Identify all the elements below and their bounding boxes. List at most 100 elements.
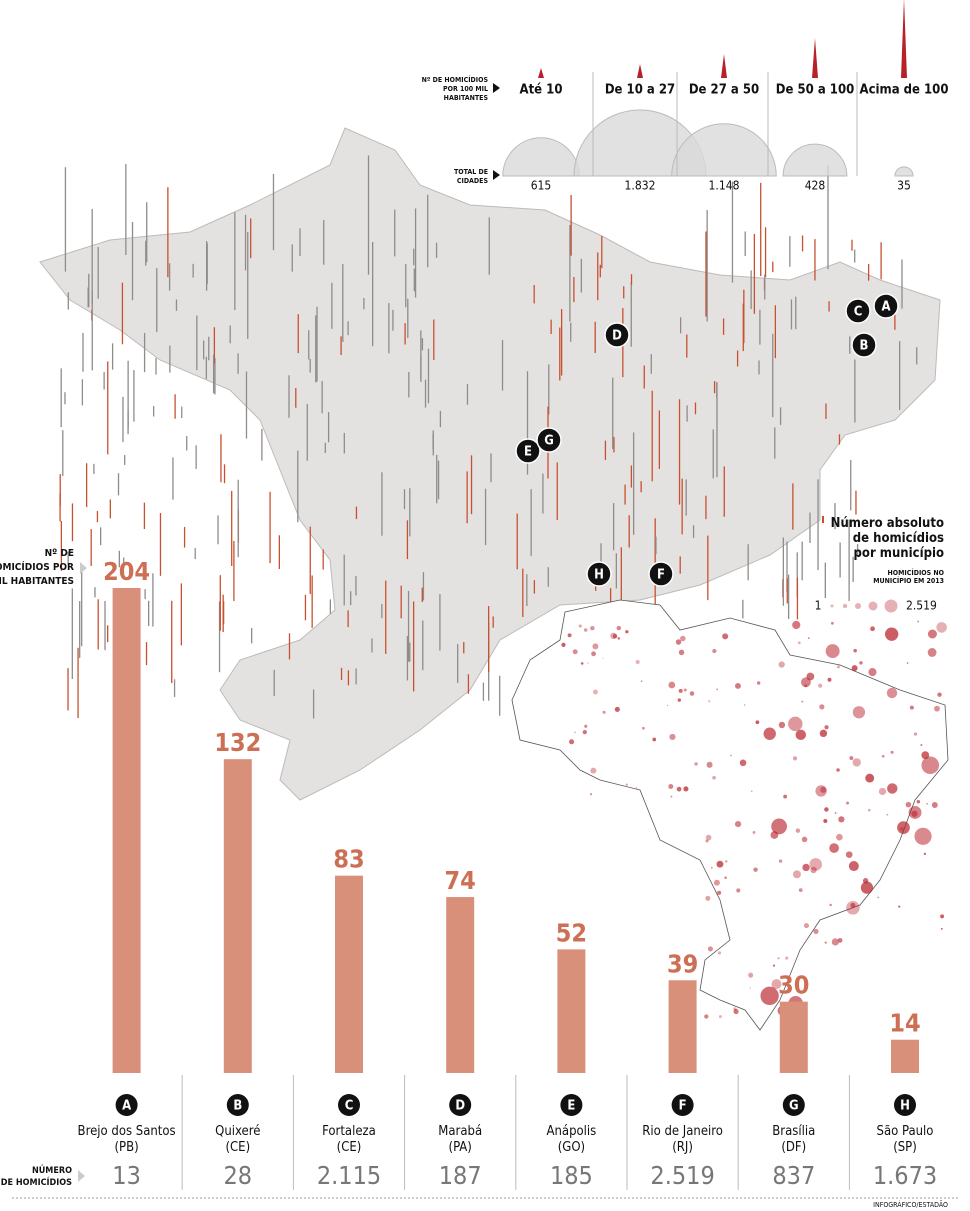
city-dot [716, 688, 719, 691]
city-dot [713, 879, 720, 886]
city-dot [777, 957, 780, 960]
marker [449, 1094, 472, 1116]
city-dot [724, 876, 727, 879]
city-dot [792, 756, 798, 761]
city-dot [887, 783, 898, 794]
bubble [502, 137, 580, 177]
homicides-value: 187 [439, 1161, 482, 1190]
city-dot [923, 852, 927, 856]
map-marker-letter: F [657, 568, 665, 583]
bar [223, 759, 252, 1073]
city-dot [743, 704, 746, 706]
city-dot [886, 687, 898, 699]
city-dot [899, 826, 904, 831]
city-dot [602, 657, 604, 659]
city-name: Marabá (PA) [438, 1124, 482, 1155]
top-legend: Nº DE HOMICÍDIOS POR 100 MIL HABITANTES TOT… [422, 0, 948, 193]
city-dot [667, 704, 669, 706]
marker-letter: A [122, 1099, 131, 1114]
spike-icon [637, 64, 643, 78]
bar [668, 980, 697, 1073]
city-dot [602, 710, 606, 714]
city-dot [798, 888, 803, 893]
city-dot [676, 786, 682, 792]
credit: INFOGRÁFICO/ESTADÃO [873, 1200, 948, 1209]
city-dot [704, 1014, 709, 1019]
city-dot [819, 704, 825, 710]
city-dot [635, 787, 638, 789]
city-dot [806, 672, 815, 681]
spike-icon [721, 54, 727, 78]
map-marker-letter: E [524, 445, 532, 460]
city-dot [921, 756, 940, 775]
map-legend-subtitle: HOMICÍDIOS NO MUNICÍPIO EM 2013 [873, 568, 944, 585]
bubble [894, 166, 914, 177]
city-dot [561, 642, 566, 648]
city-dot [852, 758, 861, 767]
homicides-value: 2.115 [317, 1161, 381, 1190]
city-dot [612, 634, 618, 639]
value-label: 74 [445, 866, 476, 895]
city-dot [567, 633, 572, 638]
total-label: TOTAL DE CIDADES [454, 168, 488, 185]
city-dot [710, 866, 713, 869]
map-marker [851, 332, 877, 358]
city-dot [590, 767, 597, 774]
value-label: 14 [889, 1009, 920, 1038]
marker-letter: F [679, 1099, 687, 1114]
bar [779, 1001, 808, 1073]
bar [335, 875, 363, 1073]
city-dot [753, 867, 758, 872]
bar [891, 1039, 919, 1073]
city-dot [689, 691, 695, 696]
city-dot [795, 828, 801, 833]
city-dot [778, 721, 786, 729]
city-dot [897, 821, 910, 834]
marker [338, 1094, 360, 1116]
city-dot [803, 923, 810, 929]
homicides-value: 837 [772, 1161, 815, 1190]
map-marker [845, 298, 871, 324]
total-value: 1.148 [709, 179, 740, 193]
city-dot [717, 951, 722, 955]
map-marker [648, 561, 674, 587]
city-dot [587, 662, 589, 664]
city-dot [589, 793, 593, 796]
map-marker-letter: C [854, 305, 863, 320]
value-label: 39 [667, 949, 698, 978]
total-value: 35 [897, 179, 911, 193]
map-marker [604, 322, 630, 348]
city-dot [708, 700, 711, 703]
marker-letter: G [789, 1099, 799, 1114]
city-name: Quixeré (CE) [215, 1124, 260, 1155]
city-dot [849, 756, 854, 761]
city-dot [785, 956, 789, 960]
city-dot [718, 1015, 722, 1019]
city-dot [749, 987, 751, 989]
city-dot [625, 630, 629, 634]
marker-letter: C [345, 1099, 354, 1114]
legend-mark [822, 516, 824, 523]
city-dot [911, 810, 918, 817]
map-surface [39, 127, 941, 801]
city-dot [905, 801, 912, 808]
city-dot [716, 860, 724, 868]
city-dot [652, 737, 657, 742]
map-3d: A B C D E F G H [39, 127, 941, 801]
homicides-value: 185 [550, 1161, 593, 1190]
city-dot [890, 750, 894, 754]
marker [560, 1094, 583, 1116]
map-marker-letter: G [544, 434, 554, 449]
city-dot [830, 621, 834, 625]
legend-dot [842, 603, 848, 609]
city-dot [580, 662, 584, 665]
city-dot [783, 794, 788, 799]
city-dot [886, 813, 889, 816]
city-dot [940, 914, 945, 919]
map-marker [515, 438, 541, 464]
city-dot [771, 818, 788, 835]
spike-icon [538, 68, 544, 78]
city-dot [678, 649, 685, 656]
city-dot [909, 705, 914, 710]
